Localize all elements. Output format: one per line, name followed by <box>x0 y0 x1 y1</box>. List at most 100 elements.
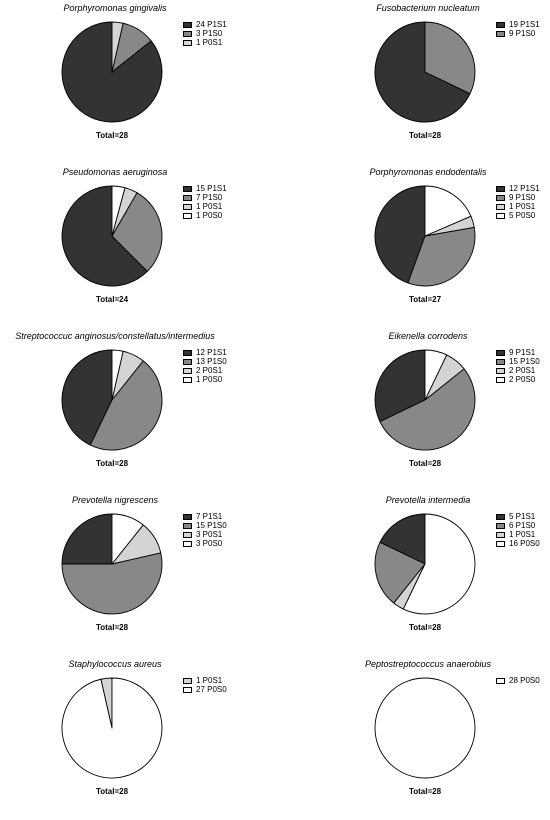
pie-slice-p1s0 <box>111 192 163 272</box>
legend-item: 5 P1S1 <box>496 512 540 521</box>
pie-slice-p1s0 <box>407 226 476 287</box>
legend-label: 9 P1S0 <box>509 29 536 38</box>
panel-title: Peptostreptococcus anaerobius <box>364 659 492 669</box>
legend-swatch <box>496 30 505 37</box>
legend-item: 1 P0S1 <box>183 202 227 211</box>
legend-swatch <box>183 531 192 538</box>
legend-item: 9 P1S0 <box>496 193 540 202</box>
pie-chart <box>374 185 476 287</box>
pie-slice-p1s1 <box>61 513 113 565</box>
total-label: Total=28 <box>408 787 442 796</box>
pie-slice-p0s1 <box>111 21 124 73</box>
pie-chart <box>61 677 163 779</box>
legend-label: 1 P0S1 <box>509 202 536 211</box>
panel-title: Porphyromonas endodentalis <box>369 167 487 177</box>
legend-swatch <box>183 21 192 28</box>
legend-item: 9 P1S1 <box>496 348 540 357</box>
panel-title: Streptococcuc anginosus/constellatus/int… <box>15 331 215 341</box>
legend: 12 P1S1 13 P1S0 2 P0S1 1 P0S0 <box>183 348 227 384</box>
legend-label: 6 P1S0 <box>509 521 536 530</box>
legend-item: 3 P1S0 <box>183 29 227 38</box>
legend-label: 1 P0S0 <box>196 211 223 220</box>
legend-swatch <box>496 513 505 520</box>
legend-swatch <box>496 531 505 538</box>
legend-swatch <box>183 185 192 192</box>
legend-swatch <box>496 376 505 383</box>
legend-item: 7 P1S0 <box>183 193 227 202</box>
legend-swatch <box>183 522 192 529</box>
legend: 1 P0S1 27 P0S0 <box>183 676 227 694</box>
panel-title: Prevotella intermedia <box>385 495 471 505</box>
legend-item: 24 P1S1 <box>183 20 227 29</box>
legend-item: 12 P1S1 <box>183 348 227 357</box>
legend-swatch <box>496 21 505 28</box>
total-label: Total=28 <box>408 131 442 140</box>
pie-slice-p1s1 <box>61 349 113 446</box>
legend-label: 3 P0S1 <box>196 530 223 539</box>
legend-swatch <box>183 39 192 46</box>
pie-chart <box>374 21 476 123</box>
legend-label: 7 P1S1 <box>196 512 223 521</box>
legend-swatch <box>496 677 505 684</box>
legend-label: 9 P1S0 <box>509 193 536 202</box>
panel-title: Staphylococcus aureus <box>68 659 162 669</box>
legend-item: 3 P0S1 <box>183 530 227 539</box>
legend-label: 27 P0S0 <box>196 685 227 694</box>
pie-chart <box>374 677 476 779</box>
pie-slice-p1s0 <box>379 368 476 451</box>
pie-slice-p1s0 <box>89 360 163 451</box>
legend: 15 P1S1 7 P1S0 1 P0S1 1 P0S0 <box>183 184 227 220</box>
legend-label: 1 P0S1 <box>196 38 223 47</box>
legend-item: 13 P1S0 <box>183 357 227 366</box>
legend-swatch <box>496 358 505 365</box>
total-label: Total=27 <box>408 295 442 304</box>
legend-item: 19 P1S1 <box>496 20 540 29</box>
legend-label: 15 P1S0 <box>509 357 540 366</box>
legend-label: 1 P0S1 <box>196 676 223 685</box>
legend-swatch <box>496 522 505 529</box>
legend-swatch <box>183 367 192 374</box>
legend-label: 15 P1S1 <box>196 184 227 193</box>
pie-panel-10: Peptostreptococcus anaerobius 28 P0S0 To… <box>313 656 550 820</box>
total-label: Total=28 <box>95 787 129 796</box>
legend-swatch <box>496 349 505 356</box>
legend-swatch <box>496 194 505 201</box>
legend-label: 13 P1S0 <box>196 357 227 366</box>
legend-item: 27 P0S0 <box>183 685 227 694</box>
legend-item: 6 P1S0 <box>496 521 540 530</box>
legend-label: 1 P0S0 <box>196 375 223 384</box>
legend-item: 12 P1S1 <box>496 184 540 193</box>
pie-slice-p0s0 <box>61 677 163 779</box>
pie-chart <box>61 349 163 451</box>
legend-label: 3 P1S0 <box>196 29 223 38</box>
pie-panel-4: Porphyromonas endodentalis 12 P1S1 9 P1S0… <box>313 164 550 328</box>
legend: 7 P1S1 15 P1S0 3 P0S1 3 P0S0 <box>183 512 227 548</box>
pie-panel-7: Prevotella nigrescens 7 P1S1 15 P1S0 3 P0S… <box>0 492 275 656</box>
legend-label: 24 P1S1 <box>196 20 227 29</box>
legend-item: 2 P0S1 <box>183 366 227 375</box>
legend-item: 15 P1S1 <box>183 184 227 193</box>
legend-item: 2 P0S0 <box>496 375 540 384</box>
legend-swatch <box>183 349 192 356</box>
panel-title: Porphyromonas gingivalis <box>63 3 167 13</box>
pie-panel-1: Porphyromonas gingivalis 24 P1S1 3 P1S0 1 … <box>0 0 275 164</box>
legend-label: 5 P0S0 <box>509 211 536 220</box>
pie-slice-p1s1 <box>374 349 426 423</box>
pie-panel-3: Pseudomonas aeruginosa 15 P1S1 7 P1S0 1 P0… <box>0 164 275 328</box>
legend-label: 1 P0S1 <box>509 530 536 539</box>
legend: 12 P1S1 9 P1S0 1 P0S1 5 P0S0 <box>496 184 540 220</box>
legend-item: 1 P0S1 <box>183 38 227 47</box>
total-label: Total=28 <box>408 623 442 632</box>
legend-label: 19 P1S1 <box>509 20 540 29</box>
legend-item: 15 P1S0 <box>183 521 227 530</box>
pie-slice-p0s0 <box>402 513 476 615</box>
legend-item: 9 P1S0 <box>496 29 540 38</box>
legend-label: 9 P1S1 <box>509 348 536 357</box>
legend: 24 P1S1 3 P1S0 1 P0S1 <box>183 20 227 47</box>
pie-slice-p0s0 <box>424 185 472 237</box>
legend-swatch <box>183 513 192 520</box>
legend-swatch <box>183 686 192 693</box>
legend-swatch <box>183 358 192 365</box>
legend-item: 5 P0S0 <box>496 211 540 220</box>
pie-chart <box>374 513 476 615</box>
